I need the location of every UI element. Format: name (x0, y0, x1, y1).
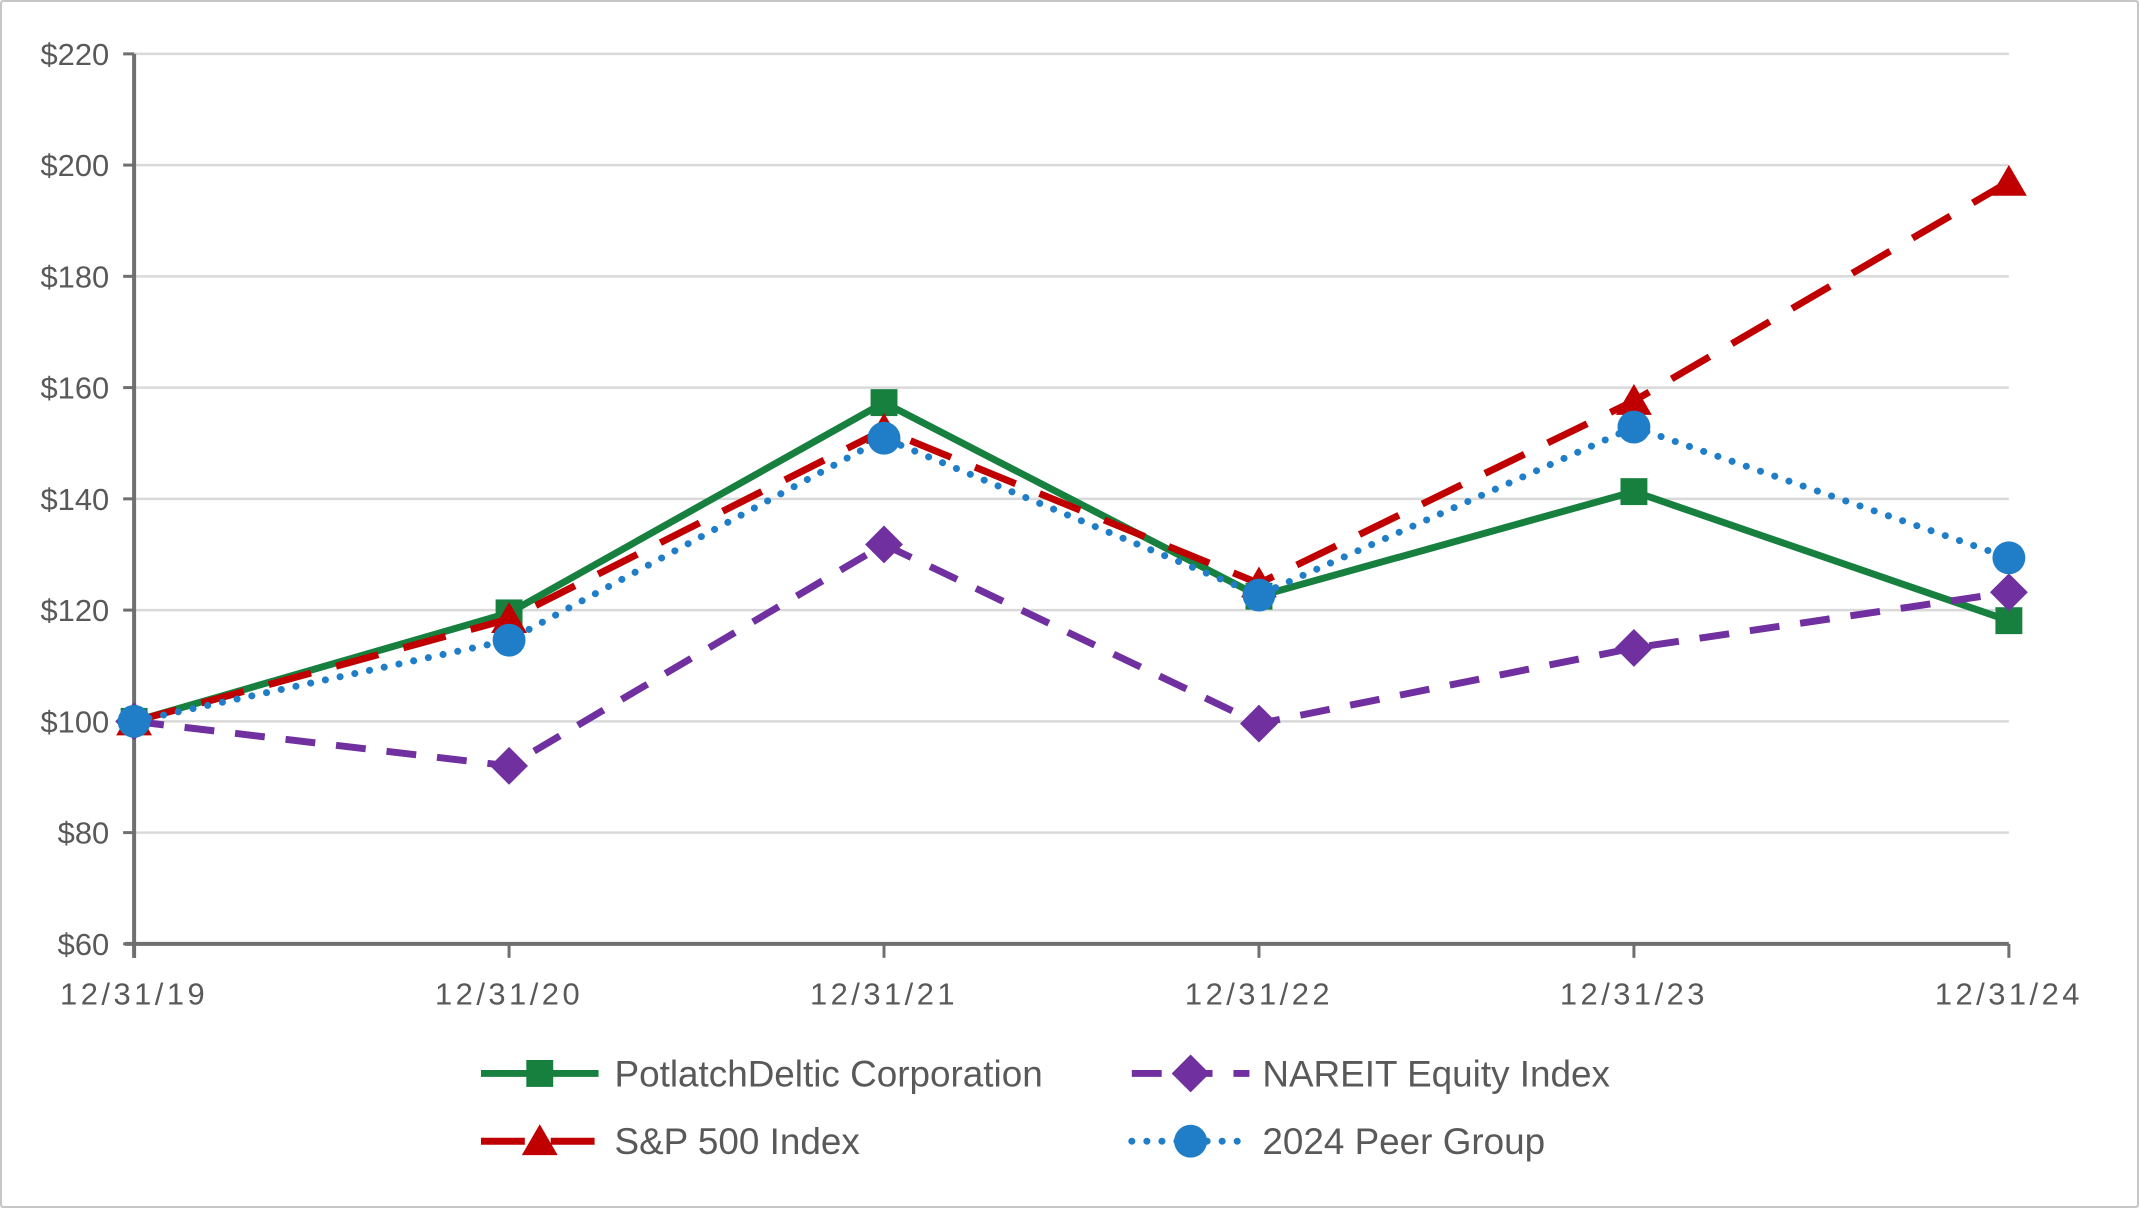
series-2024-peer-group-marker (1242, 578, 1276, 612)
series-potlatchdeltic-corporation-marker (870, 389, 898, 417)
series-nareit-equity-index-marker (1989, 573, 2028, 612)
series-nareit-equity-index-marker (1240, 704, 1278, 743)
legend-item-2024-peer-group: 2024 Peer Group (1128, 1121, 1545, 1162)
series-potlatchdeltic-corporation-marker (1620, 478, 1648, 506)
axis-labels: $220 $200 $180 $160 $140 $120 $100 $80 $60 12/31/… (41, 37, 2083, 1012)
legend-label: NAREIT Equity Index (1262, 1053, 1610, 1094)
series-s-p-500-index-marker (1615, 384, 1652, 415)
series-lines (115, 164, 2028, 785)
y-tick-label-160: $160 (41, 371, 110, 406)
series-nareit-equity-index-marker (865, 525, 903, 564)
legend-item-s-p-500-index: S&P 500 Index (480, 1121, 861, 1162)
series-nareit-equity-index-marker (1614, 628, 1653, 667)
series-nareit-equity-index (115, 525, 2028, 785)
legend-item-nareit-equity-index: NAREIT Equity Index (1131, 1053, 1611, 1094)
legend-triangle-marker-icon (521, 1124, 558, 1156)
series-s-p-500-index (116, 164, 2027, 736)
legend-diamond-marker-icon (1171, 1054, 1210, 1093)
y-tick-label-220: $220 (41, 37, 110, 72)
series-nareit-equity-index-line (133, 540, 2010, 770)
series-potlatchdeltic-corporation-line (133, 398, 2011, 725)
y-tick-label-200: $200 (41, 148, 110, 183)
y-tick-label-100: $100 (41, 704, 110, 739)
legend-square-marker-icon (526, 1059, 554, 1087)
series-2024-peer-group-line (130, 423, 2013, 725)
y-tick-label-60: $60 (58, 927, 110, 962)
x-tick-label-12-31-19: 12/31/19 (60, 977, 208, 1012)
legend-label: 2024 Peer Group (1262, 1121, 1545, 1162)
legend-label: PotlatchDeltic Corporation (615, 1053, 1043, 1094)
x-tick-label-12-31-20: 12/31/20 (435, 977, 583, 1012)
gridlines (134, 52, 2009, 834)
x-tick-label-12-31-21: 12/31/21 (810, 977, 958, 1012)
legend-item-potlatchdeltic-corporation: PotlatchDeltic Corporation (480, 1053, 1043, 1094)
series-s-p-500-index-marker (1990, 164, 2027, 196)
y-tick-label-120: $120 (41, 593, 110, 628)
series-s-p-500-index-line (133, 178, 2011, 725)
series-2024-peer-group-marker (117, 704, 151, 738)
series-2024-peer-group-marker (492, 623, 526, 657)
legend-circle-marker-icon (1174, 1124, 1208, 1158)
x-tick-label-12-31-24: 12/31/24 (1935, 977, 2083, 1012)
y-tick-label-180: $180 (41, 259, 110, 294)
x-tick-label-12-31-22: 12/31/22 (1185, 977, 1333, 1012)
legend-label: S&P 500 Index (615, 1121, 861, 1162)
series-potlatchdeltic-corporation (120, 389, 2023, 735)
y-tick-label-140: $140 (41, 482, 110, 517)
series-2024-peer-group-marker (1617, 410, 1651, 444)
series-2024-peer-group-marker (867, 421, 901, 455)
series-s-p-500-index-marker (491, 602, 528, 633)
series-potlatchdeltic-corporation-marker (1995, 607, 2023, 635)
series-2024-peer-group-marker (1992, 541, 2026, 575)
series-2024-peer-group (117, 410, 2026, 738)
legend: PotlatchDeltic Corporation NAREIT Equity … (480, 1053, 1611, 1162)
y-tick-label-80: $80 (58, 816, 110, 851)
x-tick-label-12-31-23: 12/31/23 (1560, 977, 1708, 1012)
series-nareit-equity-index-marker (490, 746, 528, 785)
